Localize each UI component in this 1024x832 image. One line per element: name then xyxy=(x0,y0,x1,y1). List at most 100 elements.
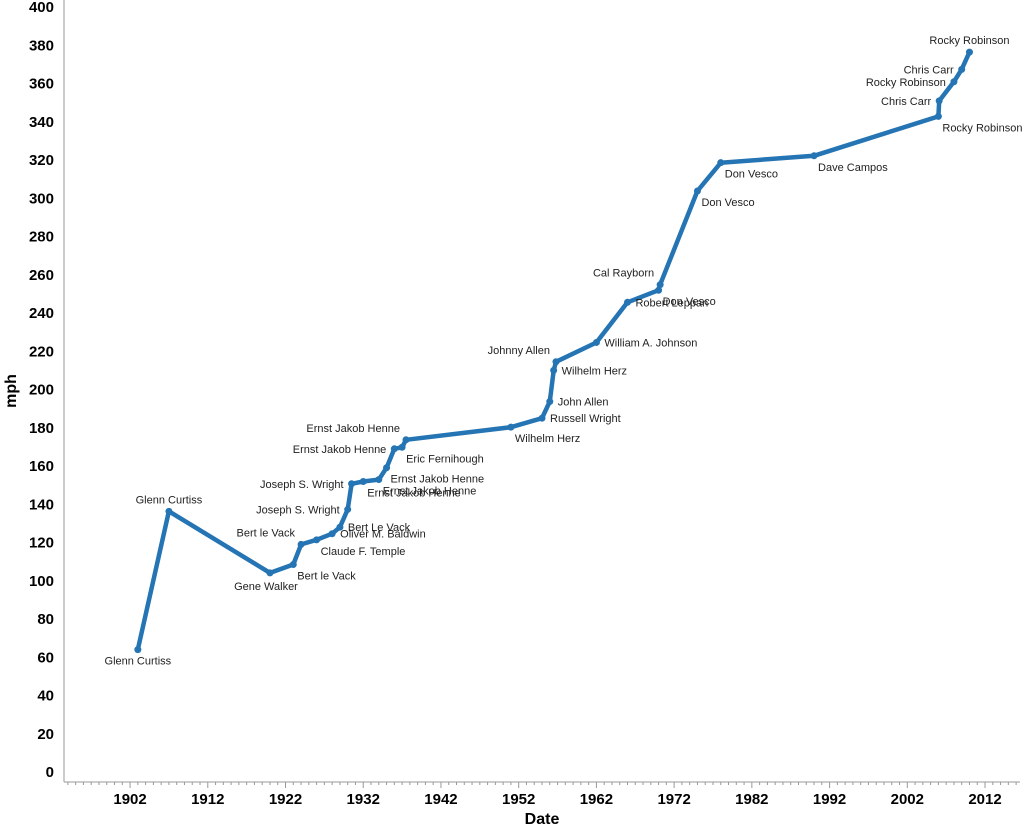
data-point[interactable] xyxy=(336,523,344,531)
data-point[interactable] xyxy=(538,414,546,422)
y-tick-label: 180 xyxy=(29,420,54,437)
data-point[interactable] xyxy=(592,338,600,346)
data-point-label: Bert Le Vack xyxy=(348,522,411,534)
data-point[interactable] xyxy=(402,436,410,444)
data-point-label: Wilhelm Herz xyxy=(562,365,627,377)
data-point[interactable] xyxy=(165,507,173,515)
data-point-label: Glenn Curtiss xyxy=(105,656,172,668)
data-point-label: Robert Leppan xyxy=(635,297,708,309)
data-point[interactable] xyxy=(507,423,515,431)
data-point-label: William A. Johnson xyxy=(604,337,697,349)
y-axis-title: mph xyxy=(3,374,20,408)
x-tick-label: 1972 xyxy=(657,791,690,808)
x-tick-label: 1922 xyxy=(269,791,302,808)
data-point-label: Don Vesco xyxy=(663,296,716,308)
data-point[interactable] xyxy=(375,476,383,484)
y-tick-label: 260 xyxy=(29,267,54,284)
data-point[interactable] xyxy=(552,358,560,366)
x-tick-label: 1982 xyxy=(735,791,768,808)
data-point-label: Chris Carr xyxy=(881,96,931,108)
y-tick-label: 160 xyxy=(29,458,54,475)
data-point-label: Ernst Jakob Henne xyxy=(306,423,400,435)
data-point[interactable] xyxy=(550,366,558,374)
y-tick-label: 20 xyxy=(37,726,54,743)
data-point-label: Joseph S. Wright xyxy=(256,504,340,516)
data-point[interactable] xyxy=(965,48,973,56)
data-point-label: Rocky Robinson xyxy=(929,35,1009,47)
data-point[interactable] xyxy=(693,187,701,195)
data-point-label: John Allen xyxy=(558,397,609,409)
y-tick-label: 300 xyxy=(29,190,54,207)
data-point[interactable] xyxy=(623,298,631,306)
y-tick-label: 280 xyxy=(29,229,54,246)
data-point[interactable] xyxy=(383,464,391,472)
y-tick-labels: 0 20 40 60 80 100 120 140 160 180 200 220 240 260 280 3… xyxy=(29,0,54,781)
data-point[interactable] xyxy=(656,281,664,289)
y-tick-label: 100 xyxy=(29,573,54,590)
y-tick-label: 240 xyxy=(29,305,54,322)
x-tick-label: 2002 xyxy=(891,791,924,808)
data-point-label: Don Vesco xyxy=(725,169,778,181)
x-tick-labels: 1902 1912 1922 1932 1942 1952 1962 1972 1982 1992… xyxy=(113,791,1001,808)
data-point-label: Chris Carr xyxy=(904,64,954,76)
x-axis-title: Date xyxy=(525,811,560,828)
data-point-label: Johnny Allen xyxy=(488,345,550,357)
y-tick-label: 120 xyxy=(29,535,54,552)
y-tick-label: 320 xyxy=(29,152,54,169)
data-point-label: Dave Campos xyxy=(818,162,888,174)
data-point-label: Claude F. Temple xyxy=(321,546,406,558)
y-tick-label: 0 xyxy=(46,764,54,781)
x-tick-label: 1942 xyxy=(424,791,457,808)
data-point-label: Glenn Curtiss xyxy=(136,494,203,506)
data-point-label: Joseph S. Wright xyxy=(260,479,344,491)
data-point[interactable] xyxy=(328,530,336,538)
y-tick-label: 80 xyxy=(37,611,54,628)
data-point[interactable] xyxy=(398,443,406,451)
x-tick-label: 1932 xyxy=(347,791,380,808)
data-point[interactable] xyxy=(935,97,943,105)
data-point[interactable] xyxy=(359,477,367,485)
data-point[interactable] xyxy=(950,78,958,86)
data-point-label: Bert le Vack xyxy=(297,570,356,582)
data-point[interactable] xyxy=(810,152,818,160)
data-point[interactable] xyxy=(655,286,663,294)
data-point[interactable] xyxy=(934,112,942,120)
data-point-label: Ernst Jakob Henne xyxy=(293,444,387,456)
x-tick-label: 1912 xyxy=(191,791,224,808)
y-tick-label: 380 xyxy=(29,37,54,54)
x-minor-ticks xyxy=(67,782,1017,788)
data-point-label: Don Vesco xyxy=(701,197,754,209)
data-point[interactable] xyxy=(546,398,554,406)
data-point[interactable] xyxy=(266,569,274,577)
data-point-label: Ernst Jakob Henne xyxy=(367,487,461,499)
data-point[interactable] xyxy=(717,159,725,167)
data-point-label: Russell Wright xyxy=(550,413,621,425)
data-point-label: Cal Rayborn xyxy=(593,268,654,280)
y-tick-label: 400 xyxy=(29,0,54,16)
y-tick-label: 60 xyxy=(37,649,54,666)
x-tick-label: 1952 xyxy=(502,791,535,808)
data-point[interactable] xyxy=(958,65,966,73)
series-layer xyxy=(134,48,973,654)
data-point[interactable] xyxy=(134,646,142,654)
x-tick-label: 1902 xyxy=(113,791,146,808)
data-point[interactable] xyxy=(348,480,356,488)
x-tick-label: 2012 xyxy=(968,791,1001,808)
data-point-label: Oliver M. Baldwin xyxy=(340,529,426,541)
data-point-label: Ernst Jakob Henne xyxy=(391,474,485,486)
series-line xyxy=(135,49,972,652)
data-point[interactable] xyxy=(297,540,305,548)
data-point-label: Wilhelm Herz xyxy=(515,433,580,445)
y-tick-label: 140 xyxy=(29,496,54,513)
y-tick-label: 360 xyxy=(29,76,54,93)
data-point[interactable] xyxy=(313,536,321,544)
x-tick-label: 1992 xyxy=(813,791,846,808)
data-point[interactable] xyxy=(344,505,352,513)
data-point[interactable] xyxy=(390,445,398,453)
y-tick-label: 340 xyxy=(29,114,54,131)
x-tick-label: 1962 xyxy=(580,791,613,808)
data-point[interactable] xyxy=(289,560,297,568)
y-tick-label: 40 xyxy=(37,688,54,705)
data-point-label: Eric Fernihough xyxy=(406,453,484,465)
